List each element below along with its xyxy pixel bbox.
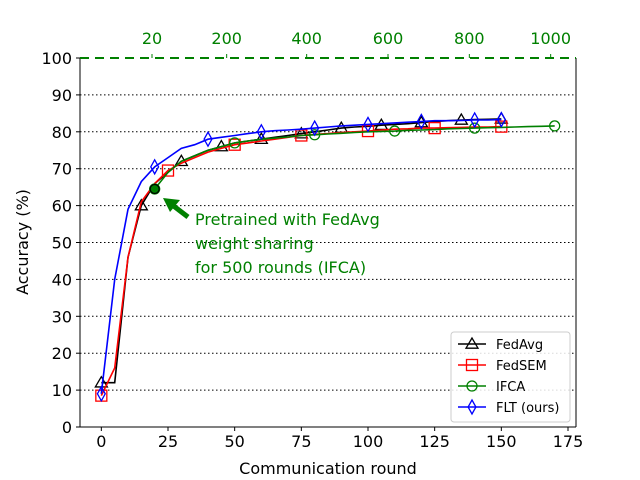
legend-marker bbox=[465, 358, 479, 372]
legend-item: FedSEM bbox=[458, 358, 547, 374]
data-point-marker bbox=[309, 129, 321, 141]
data-point-marker bbox=[549, 120, 561, 132]
legend-marker bbox=[466, 380, 478, 392]
legend-marker bbox=[467, 398, 477, 416]
legend-label: FLT (ours) bbox=[496, 401, 559, 416]
x-tick-label: 150 bbox=[486, 432, 517, 451]
annotation-line-1: Pretrained with FedAvg bbox=[195, 210, 380, 229]
top-tick-label: 20 bbox=[142, 29, 162, 48]
data-point-marker bbox=[203, 130, 213, 148]
data-point-marker bbox=[150, 158, 160, 176]
top-tick-label: 1000 bbox=[530, 29, 571, 48]
legend-marker bbox=[464, 336, 480, 349]
data-point-marker bbox=[470, 111, 480, 129]
legend-item: FedAvg bbox=[458, 336, 543, 353]
y-tick-label: 70 bbox=[52, 160, 72, 179]
data-point-marker bbox=[389, 125, 401, 137]
x-axis-label: Communication round bbox=[239, 459, 417, 478]
x-tick-label: 50 bbox=[224, 432, 244, 451]
series-layer bbox=[94, 111, 561, 403]
annotation-line-3: for 500 rounds (IFCA) bbox=[195, 258, 366, 277]
y-tick-label: 100 bbox=[41, 49, 72, 68]
data-point-marker bbox=[294, 126, 309, 139]
series-3 bbox=[96, 111, 506, 403]
y-tick-label: 0 bbox=[62, 418, 72, 437]
data-point-marker bbox=[416, 113, 426, 130]
y-tick-label: 20 bbox=[52, 344, 72, 363]
data-point-marker bbox=[310, 119, 320, 137]
top-tick-label: 200 bbox=[211, 29, 242, 48]
top-tick-label: 400 bbox=[291, 29, 322, 48]
data-point-marker bbox=[134, 198, 149, 211]
data-point-marker bbox=[469, 122, 481, 134]
legend-item: IFCA bbox=[458, 380, 525, 395]
legend-label: IFCA bbox=[496, 380, 525, 395]
data-point-marker bbox=[161, 164, 175, 177]
annotation-line-2: weight sharing bbox=[195, 234, 314, 253]
y-tick-label: 10 bbox=[52, 381, 72, 400]
top-tick-label: 800 bbox=[454, 29, 485, 48]
data-point-marker bbox=[256, 123, 266, 141]
y-axis-label: Accuracy (%) bbox=[13, 189, 32, 295]
legend-item: FLT (ours) bbox=[458, 398, 559, 416]
data-point-marker bbox=[96, 385, 106, 403]
x-tick-label: 25 bbox=[158, 432, 178, 451]
top-tick-label: 600 bbox=[373, 29, 404, 48]
series-line bbox=[154, 125, 555, 190]
tick-labels: 0 25 50 75 100 125 150 175 0 10 20 30 40 50 60 70 80 90 10… bbox=[41, 49, 583, 451]
y-tick-label: 90 bbox=[52, 86, 72, 105]
y-tick-label: 50 bbox=[52, 234, 72, 253]
annotation: Pretrained with FedAvg weight sharing fo… bbox=[149, 183, 380, 277]
y-tick-label: 80 bbox=[52, 123, 72, 142]
legend: FedAvg FedSEM IFCA FLT (ours) bbox=[450, 331, 571, 423]
data-point-marker bbox=[496, 111, 506, 128]
data-point-marker bbox=[229, 137, 241, 149]
data-point-marker bbox=[454, 112, 469, 125]
annotation-arrow-head bbox=[163, 198, 180, 212]
data-point-marker bbox=[428, 121, 441, 135]
series-line bbox=[100, 118, 502, 394]
x-tick-label: 125 bbox=[419, 432, 450, 451]
y-tick-label: 60 bbox=[52, 197, 72, 216]
legend-box bbox=[450, 331, 571, 423]
x-tick-label: 0 bbox=[96, 432, 106, 451]
legend-label: FedSEM bbox=[496, 359, 547, 374]
y-tick-label: 30 bbox=[52, 307, 72, 326]
x-tick-label: 175 bbox=[553, 432, 584, 451]
legend-label: FedAvg bbox=[496, 338, 543, 353]
top-axis: 20 200 400 600 800 1000 bbox=[80, 29, 576, 59]
y-tick-label: 40 bbox=[52, 270, 72, 289]
annotated-point bbox=[149, 183, 160, 195]
x-tick-label: 100 bbox=[353, 432, 384, 451]
x-tick-label: 75 bbox=[291, 432, 311, 451]
data-point-marker bbox=[363, 116, 373, 133]
